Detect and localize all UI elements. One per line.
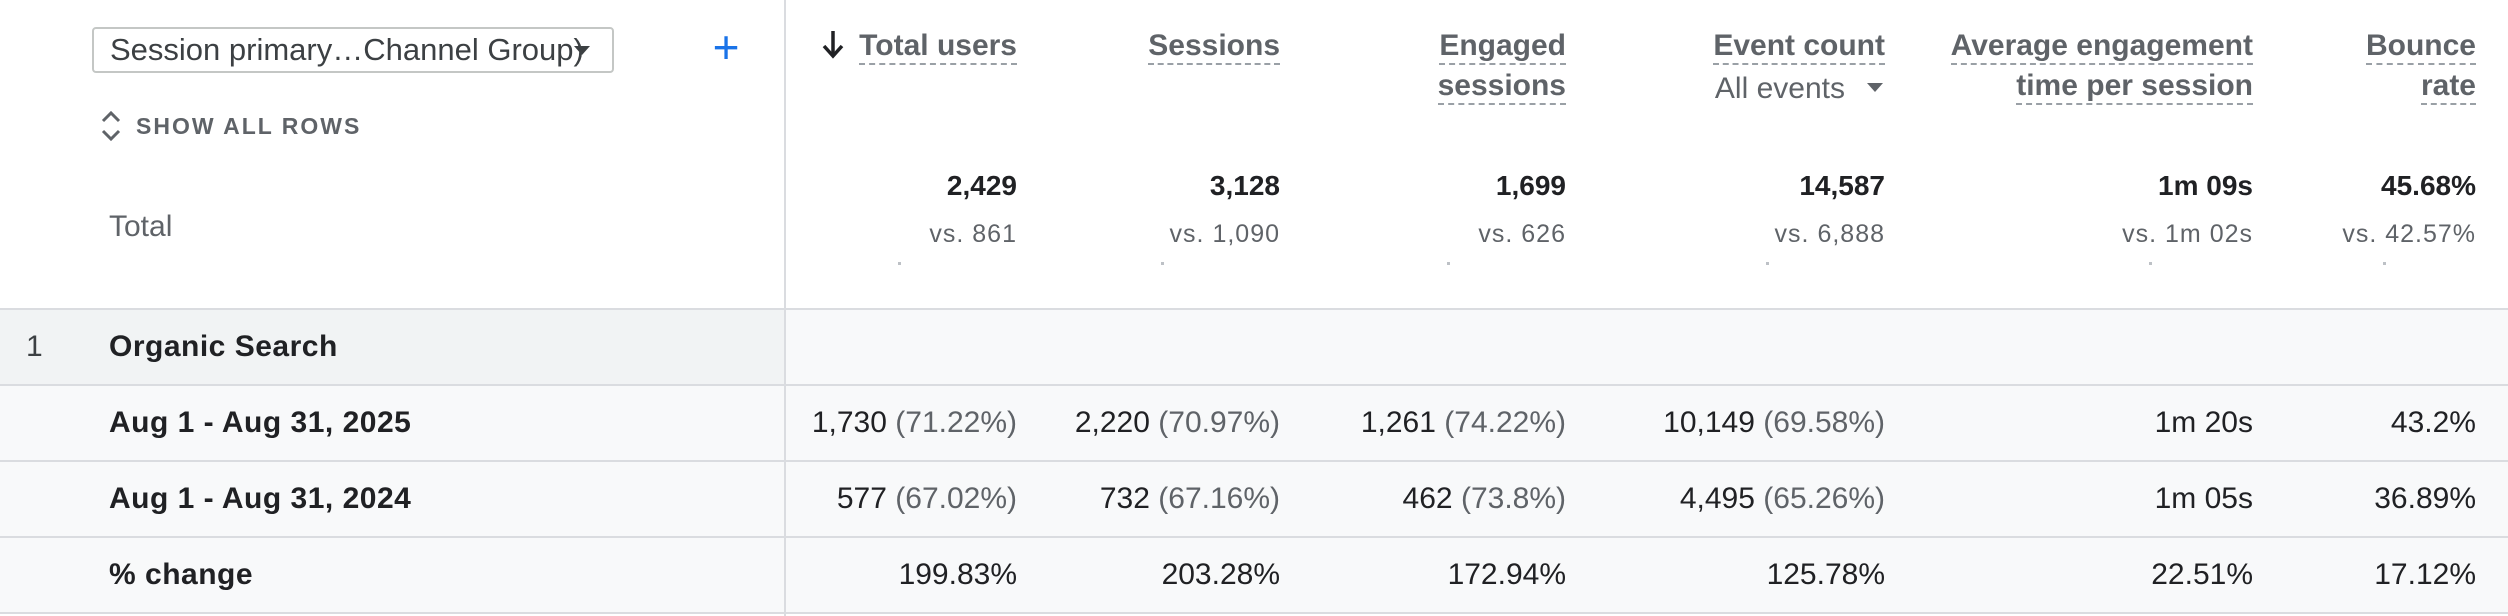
table-cell: 1m 05s <box>2154 482 2253 515</box>
column-divider <box>784 462 786 536</box>
total-value: 3,128 <box>1209 170 1280 201</box>
table-cell: 22.51% <box>2151 558 2253 591</box>
avg-engagement-label-line2: time per session <box>2016 69 2253 105</box>
engaged-sessions-label-line2: sessions <box>1437 69 1566 105</box>
total-comparison: vs. 861 <box>929 220 1017 248</box>
table-cell: 17.12% <box>2374 558 2476 591</box>
engaged-sessions-label-line1: Engaged <box>1439 29 1566 65</box>
table-cell: 36.89% <box>2374 482 2476 515</box>
column-header-avg-engagement[interactable]: Average engagement time per session <box>1893 26 2253 106</box>
table-row[interactable]: % change 199.83% 203.28% 172.94% 125.78%… <box>0 536 2508 612</box>
total-value: 2,429 <box>946 170 1017 201</box>
column-divider <box>784 386 786 460</box>
total-value: 1,699 <box>1495 170 1566 201</box>
table-cell: 199.83% <box>898 558 1017 591</box>
table-cell: 172.94% <box>1447 558 1566 591</box>
event-filter-label: All events <box>1714 72 1845 105</box>
table-cell: 1,730 (71.22%) <box>811 406 1017 439</box>
show-all-rows-button[interactable]: SHOW ALL ROWS <box>100 110 361 142</box>
total-value: 45.68% <box>2381 170 2476 201</box>
total-value: 14,587 <box>1799 170 1885 201</box>
sparkline-dot <box>898 262 901 265</box>
table-row[interactable]: Aug 1 - Aug 31, 2025 1,730 (71.22%) 2,22… <box>0 384 2508 460</box>
sparkline-dot <box>1161 262 1164 265</box>
row-label: % change <box>109 558 254 591</box>
dropdown-caret-icon <box>1867 83 1883 92</box>
total-comparison: vs. 42.57% <box>2342 220 2476 248</box>
dropdown-caret-icon <box>574 46 590 55</box>
dimension-select[interactable]: Session primary…Channel Group) <box>92 27 614 73</box>
column-header-engaged-sessions[interactable]: Engaged sessions <box>1346 26 1566 106</box>
column-header-total-users[interactable]: Total users <box>717 26 1017 66</box>
row-label: Aug 1 - Aug 31, 2024 <box>109 482 412 515</box>
column-header-event-count[interactable]: Event count <box>1625 26 1885 66</box>
table-cell: 43.2% <box>2390 406 2476 439</box>
show-all-rows-label: SHOW ALL ROWS <box>136 112 362 139</box>
sessions-label: Sessions <box>1148 29 1280 65</box>
row-label: Aug 1 - Aug 31, 2025 <box>109 406 412 439</box>
table-cell: 577 (67.02%) <box>836 482 1017 515</box>
bounce-rate-label-line2: rate <box>2420 69 2476 105</box>
group-row[interactable]: 1 Organic Search <box>0 308 2508 384</box>
sort-descending-icon <box>822 31 844 59</box>
column-header-bounce-rate[interactable]: Bounce rate <box>2316 26 2476 106</box>
table-cell: 2,220 (70.97%) <box>1074 406 1280 439</box>
table-cell: 732 (67.16%) <box>1099 482 1280 515</box>
group-label: Organic Search <box>109 330 338 363</box>
event-filter-select[interactable]: All events <box>1715 72 1883 106</box>
column-header-sessions[interactable]: Sessions <box>1060 26 1280 66</box>
table-row[interactable]: Aug 1 - Aug 31, 2024 577 (67.02%) 732 (6… <box>0 460 2508 536</box>
sparkline-dot <box>2149 262 2152 265</box>
total-comparison: vs. 1,090 <box>1169 220 1280 248</box>
total-value: 1m 09s <box>2158 170 2253 201</box>
total-users-label: Total users <box>859 29 1017 65</box>
add-dimension-button[interactable]: + <box>712 21 740 73</box>
event-count-label: Event count <box>1713 29 1885 65</box>
bounce-rate-label-line1: Bounce <box>2365 29 2476 65</box>
dimension-pane: Session primary…Channel Group) + SHOW AL… <box>0 0 786 616</box>
sparkline-dot <box>2383 262 2386 265</box>
avg-engagement-label-line1: Average engagement <box>1950 29 2253 65</box>
table-cell: 1m 20s <box>2154 406 2253 439</box>
dimension-select-label: Session primary…Channel Group) <box>110 32 584 67</box>
table-cell: 203.28% <box>1161 558 1280 591</box>
sparkline-dot <box>1766 262 1769 265</box>
table-cell: 462 (73.8%) <box>1402 482 1566 515</box>
column-divider <box>784 538 786 612</box>
table-cell: 4,495 (65.26%) <box>1679 482 1885 515</box>
group-row-label-bg <box>0 310 784 384</box>
column-divider <box>784 310 786 384</box>
sparkline-dot <box>1447 262 1450 265</box>
expand-collapse-icon <box>101 110 121 142</box>
total-comparison: vs. 6,888 <box>1774 220 1885 248</box>
table-cell: 1,261 (74.22%) <box>1360 406 1566 439</box>
row-number: 1 <box>26 330 43 363</box>
table-cell: 10,149 (69.58%) <box>1663 406 1885 439</box>
total-comparison: vs. 1m 02s <box>2122 220 2253 248</box>
total-label: Total <box>109 210 173 243</box>
table-bottom-border <box>0 612 2508 616</box>
table-cell: 125.78% <box>1766 558 1885 591</box>
total-comparison: vs. 626 <box>1478 220 1566 248</box>
